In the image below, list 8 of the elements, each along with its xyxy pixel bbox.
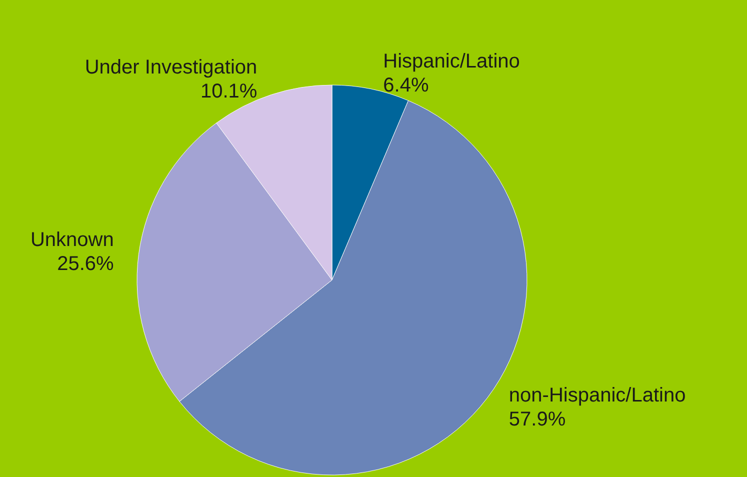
data-label: 10.1% (200, 80, 258, 103)
slice-label: Under Investigation (84, 56, 258, 79)
slice-label: Unknown (30, 229, 114, 252)
data-label: 57.9% (508, 408, 566, 431)
slice-label: Hispanic/Latino (383, 50, 520, 72)
data-label: 25.6% (57, 253, 114, 276)
data-label: 6.4% (383, 74, 429, 96)
slice-label: non-Hispanic/Latino (508, 384, 686, 407)
